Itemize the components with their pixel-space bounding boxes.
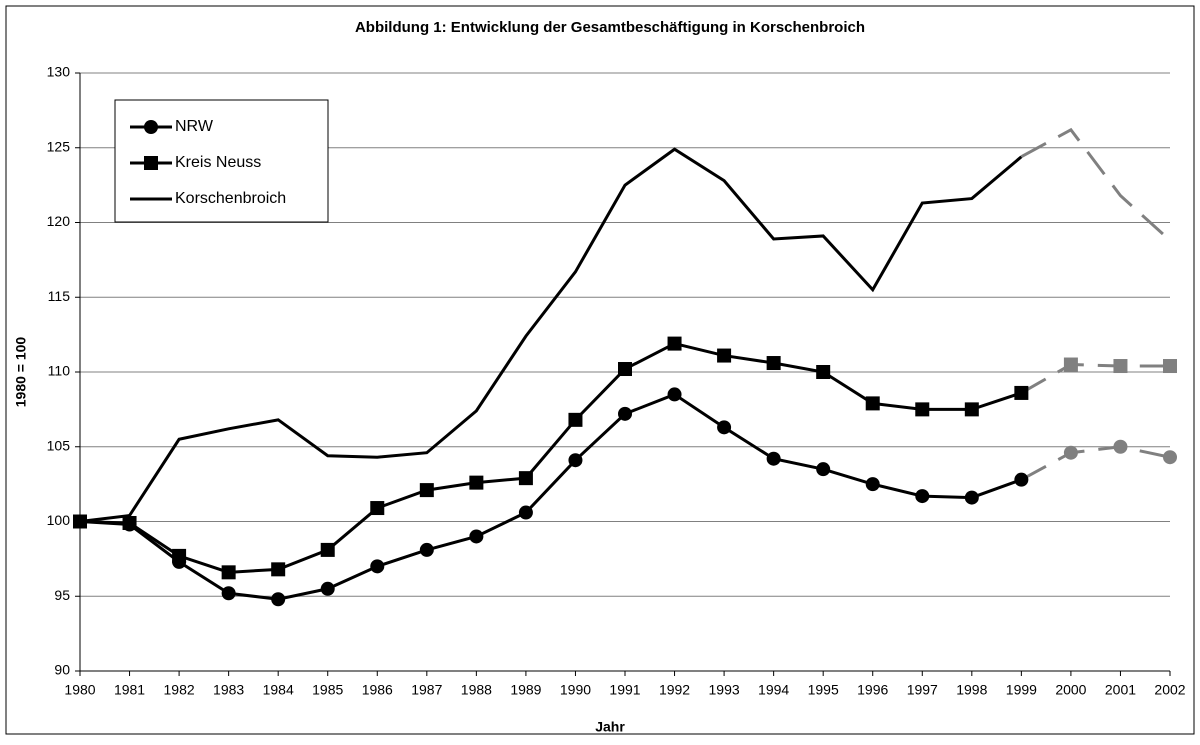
x-tick-label: 1988	[461, 682, 492, 698]
y-tick-label: 110	[48, 363, 71, 379]
series-line	[79, 147, 1023, 523]
data-point	[419, 483, 434, 498]
data-point	[419, 542, 434, 557]
data-point	[1113, 439, 1128, 454]
x-axis-title: Jahr	[595, 719, 625, 735]
data-point	[964, 490, 979, 505]
data-point	[221, 565, 236, 580]
x-tick-label: 1982	[164, 682, 195, 698]
data-point	[667, 387, 682, 402]
data-point	[1063, 357, 1078, 372]
data-point	[370, 559, 385, 574]
data-point	[1014, 385, 1029, 400]
x-tick-label: 1986	[362, 682, 393, 698]
data-point	[717, 348, 732, 363]
data-point	[1163, 450, 1177, 465]
x-tick-label: 1994	[758, 682, 789, 698]
y-tick-label: 120	[47, 213, 71, 229]
data-point	[1014, 472, 1029, 487]
x-tick-label: 1990	[560, 682, 591, 698]
x-tick-label: 1991	[609, 682, 640, 698]
x-tick-label: 1999	[1006, 682, 1037, 698]
x-tick-label: 1998	[956, 682, 987, 698]
x-tick-label: 1992	[659, 682, 690, 698]
x-tick-label: 2000	[1055, 682, 1086, 698]
x-tick-label: 1985	[312, 682, 343, 698]
y-tick-label: 90	[54, 662, 70, 678]
data-point	[816, 462, 831, 477]
y-tick-label: 100	[47, 512, 71, 528]
legend-label: Korschenbroich	[175, 190, 286, 207]
y-tick-label: 125	[47, 138, 71, 154]
data-point	[915, 489, 930, 504]
legend-marker	[144, 156, 158, 170]
y-tick-label: 130	[47, 64, 71, 80]
data-point	[122, 515, 137, 530]
data-point	[717, 420, 732, 435]
x-tick-label: 1995	[808, 682, 839, 698]
x-tick-label: 2001	[1105, 682, 1136, 698]
data-point	[915, 402, 930, 417]
data-point	[1163, 359, 1177, 374]
series-line-dashed	[1020, 445, 1171, 481]
series-line-dashed	[1020, 127, 1172, 242]
data-point	[568, 453, 583, 468]
data-point	[320, 542, 335, 557]
x-tick-label: 1980	[64, 682, 95, 698]
x-tick-label: 1987	[411, 682, 442, 698]
data-point	[320, 581, 335, 596]
data-point	[618, 362, 632, 377]
legend-label: Kreis Neuss	[175, 154, 261, 171]
x-tick-label: 1984	[263, 682, 294, 698]
data-point	[618, 406, 632, 421]
data-point	[518, 505, 533, 520]
data-point	[766, 356, 781, 371]
data-point	[370, 501, 385, 516]
y-tick-label: 115	[48, 288, 71, 304]
y-tick-label: 105	[47, 437, 71, 453]
series-line	[79, 392, 1022, 601]
series-line-dashed	[1020, 363, 1170, 395]
x-tick-label: 1989	[510, 682, 541, 698]
x-tick-label: 1981	[114, 682, 145, 698]
data-point	[271, 562, 286, 577]
data-point	[1113, 359, 1128, 374]
legend-marker	[144, 120, 158, 134]
data-point	[865, 477, 880, 492]
y-axis-title: 1980 = 100	[13, 337, 29, 408]
legend-label: NRW	[175, 118, 214, 135]
x-tick-label: 1997	[907, 682, 938, 698]
data-point	[766, 451, 781, 466]
data-point	[172, 548, 187, 563]
data-point	[816, 365, 831, 379]
data-point	[964, 402, 979, 417]
data-point	[469, 475, 484, 490]
x-tick-label: 1983	[213, 682, 244, 698]
data-point	[271, 592, 286, 607]
data-point	[568, 412, 583, 427]
data-point	[469, 529, 484, 544]
x-tick-label: 2002	[1154, 682, 1185, 698]
data-point	[1063, 445, 1078, 460]
x-tick-label: 1996	[857, 682, 888, 698]
chart-title: Abbildung 1: Entwicklung der Gesamtbesch…	[355, 19, 865, 36]
data-point	[221, 586, 236, 601]
data-point	[518, 471, 533, 486]
y-tick-label: 95	[54, 587, 70, 603]
series-line	[79, 342, 1022, 574]
data-point	[667, 336, 682, 351]
data-point	[865, 396, 880, 411]
x-tick-label: 1993	[709, 682, 740, 698]
